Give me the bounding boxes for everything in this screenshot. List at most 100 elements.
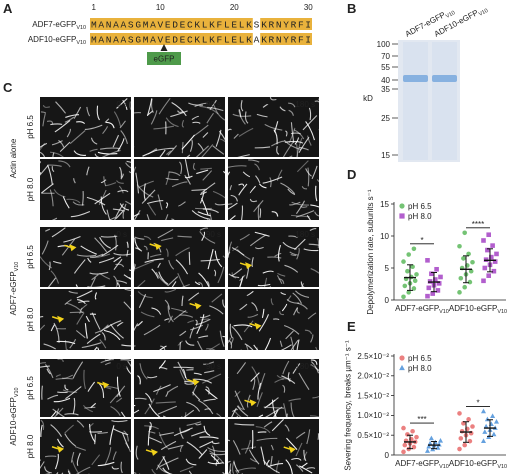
filament [42, 113, 46, 127]
group-label: Actin alone [9, 138, 18, 178]
filament [257, 204, 260, 220]
filament [70, 210, 91, 218]
micrograph: 180 s [228, 97, 319, 157]
filament [102, 126, 108, 135]
filament [286, 437, 298, 451]
filament [101, 331, 106, 341]
filament [104, 118, 110, 123]
micrograph: 90 s [134, 227, 225, 287]
filament [134, 260, 154, 270]
filament [239, 233, 250, 241]
data-point [426, 285, 432, 291]
filament [134, 409, 140, 414]
filament [287, 188, 296, 196]
filament [143, 324, 161, 336]
filament [64, 433, 76, 447]
filament [89, 148, 98, 152]
gel-band [432, 75, 457, 82]
filament [196, 340, 203, 350]
x-tick-label-text: ADF7-eGFP [395, 459, 439, 468]
filament [183, 409, 195, 417]
filament [269, 97, 277, 101]
filament [134, 472, 137, 474]
filament [55, 374, 61, 378]
filament [220, 138, 225, 143]
y-tick-label: 5 [385, 264, 390, 273]
filament [198, 281, 203, 287]
filament [179, 341, 181, 350]
micrograph [134, 419, 225, 474]
filament [257, 382, 262, 400]
filament [303, 449, 307, 462]
filament [181, 142, 184, 154]
filament [190, 324, 203, 331]
gel-lane [432, 42, 457, 160]
filament [222, 472, 225, 474]
filament [88, 422, 94, 428]
filament [127, 360, 131, 367]
filament [202, 373, 222, 384]
filament [199, 227, 209, 231]
filament [111, 466, 119, 470]
data-point [486, 273, 491, 278]
filament [155, 272, 169, 286]
filament [128, 171, 131, 174]
filament [188, 292, 200, 301]
filament [40, 172, 42, 175]
filament [52, 260, 62, 264]
filament [120, 173, 124, 180]
filament [316, 179, 319, 183]
data-point [405, 432, 410, 437]
filament [171, 307, 188, 314]
filament [94, 346, 98, 350]
filament [97, 431, 108, 435]
y-tick-label: 15 [380, 200, 389, 209]
data-point [486, 232, 491, 238]
filament [301, 282, 304, 287]
y-tick-label: 1.5×10⁻² [357, 391, 389, 400]
filament [310, 359, 318, 365]
filament [66, 198, 81, 204]
filament [61, 374, 74, 379]
data-point [402, 283, 408, 289]
filament [233, 461, 240, 473]
filament [143, 183, 146, 201]
filament [238, 108, 242, 118]
data-point [401, 449, 406, 455]
filament [75, 284, 78, 287]
filament [257, 283, 271, 287]
filament [209, 452, 225, 456]
time-label: 0 s [116, 362, 127, 371]
arrow [154, 242, 162, 250]
sequence-name: ADF7-eGFPV10 [32, 20, 86, 31]
micrograph: 0 s [40, 227, 131, 287]
filament [59, 141, 71, 153]
filament [205, 388, 218, 400]
filament [116, 98, 128, 109]
filament [40, 459, 41, 462]
arrow [102, 381, 110, 389]
filament [273, 129, 278, 145]
filament [126, 249, 129, 257]
subscript: V10 [439, 309, 449, 315]
filament [89, 253, 104, 258]
data-point [406, 252, 412, 257]
filament [207, 461, 224, 465]
filament [40, 111, 47, 114]
filament [292, 292, 303, 304]
arrow [189, 302, 196, 307]
filament [100, 147, 121, 150]
filament [126, 241, 129, 248]
filament [173, 309, 187, 321]
filament [204, 370, 215, 374]
filament [290, 253, 297, 257]
filament [81, 191, 84, 206]
legend-marker [399, 364, 405, 371]
filament [270, 298, 274, 306]
filament [146, 214, 150, 220]
filament [171, 281, 177, 287]
filament [276, 145, 280, 155]
filament [90, 277, 96, 287]
micrograph-bg [134, 227, 225, 287]
filament [122, 99, 128, 110]
